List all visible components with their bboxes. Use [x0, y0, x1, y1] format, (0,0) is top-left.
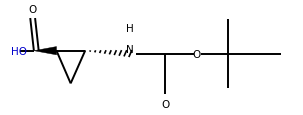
Text: O: O: [161, 99, 169, 109]
Text: N: N: [126, 45, 133, 55]
Text: H: H: [126, 24, 133, 34]
Polygon shape: [34, 47, 56, 55]
Text: O: O: [193, 49, 201, 59]
Text: O: O: [28, 5, 37, 15]
Text: HO: HO: [11, 46, 27, 56]
